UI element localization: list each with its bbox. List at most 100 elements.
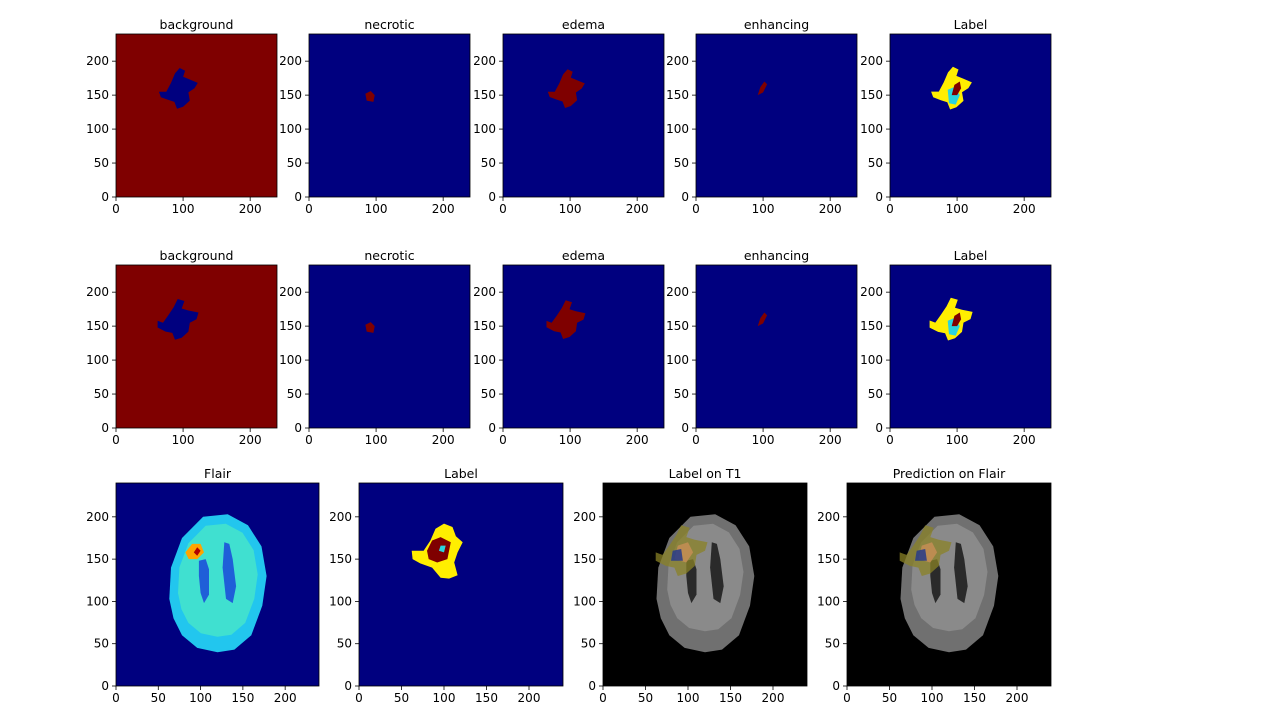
x-tick-label: 200 xyxy=(626,202,649,216)
label-necrotic xyxy=(427,537,451,563)
y-tick-label: 200 xyxy=(329,510,352,524)
label-edema xyxy=(929,297,973,341)
x-tick-label: 200 xyxy=(274,691,297,705)
y-tick-label: 200 xyxy=(279,54,302,68)
panel-labelbig: Label 0 50 100 150 200 0 50 100 150 200 xyxy=(329,466,564,705)
label-necrotic xyxy=(951,312,962,327)
x-tick-label: 0 xyxy=(499,202,507,216)
y-tick-label: 100 xyxy=(860,122,883,136)
y-tick-label: 150 xyxy=(86,319,109,333)
y-tick-label: 0 xyxy=(875,421,883,435)
axes-frame xyxy=(308,264,471,429)
axes-frame xyxy=(846,482,1052,687)
x-tick-label: 100 xyxy=(365,433,388,447)
y-tick-label: 100 xyxy=(860,353,883,367)
y-tick-label: 200 xyxy=(860,285,883,299)
x-tick-label: 100 xyxy=(189,691,212,705)
panel-enhancing: enhancing 0 50 100 150 200 0 100 200 xyxy=(666,248,858,447)
x-tick-label: 50 xyxy=(638,691,653,705)
y-tick-label: 200 xyxy=(86,54,109,68)
y-tick-label: 0 xyxy=(681,190,689,204)
panel-title: enhancing xyxy=(744,248,809,263)
panel-title: Label xyxy=(444,466,478,481)
panel-flair: Flair 0 50 100 150 200 0 50 100 150 200 xyxy=(86,466,320,705)
panel-t1label: Label on T1 0 50 100 150 200 0 50 100 150 200 xyxy=(573,466,808,705)
panel-title: Label xyxy=(954,248,988,263)
x-tick-label: 200 xyxy=(432,202,455,216)
panel-title: background xyxy=(160,248,234,263)
x-tick-label: 100 xyxy=(559,433,582,447)
x-tick-label: 100 xyxy=(946,433,969,447)
panel-title: Flair xyxy=(204,466,232,481)
y-tick-label: 0 xyxy=(832,679,840,693)
x-tick-label: 100 xyxy=(677,691,700,705)
x-tick-label: 200 xyxy=(819,433,842,447)
overlay-enhancing xyxy=(671,549,683,561)
axes-frame xyxy=(308,33,471,198)
x-tick-label: 150 xyxy=(475,691,498,705)
x-tick-label: 100 xyxy=(433,691,456,705)
x-tick-label: 0 xyxy=(499,433,507,447)
label-necrotic xyxy=(951,81,962,96)
y-tick-label: 150 xyxy=(666,319,689,333)
x-tick-label: 0 xyxy=(112,433,120,447)
ventricle-right xyxy=(954,542,968,604)
x-tick-label: 100 xyxy=(365,202,388,216)
y-tick-label: 0 xyxy=(488,421,496,435)
y-tick-label: 0 xyxy=(344,679,352,693)
x-tick-label: 100 xyxy=(559,202,582,216)
y-tick-label: 150 xyxy=(86,552,109,566)
panel-edema: edema 0 50 100 150 200 0 100 200 xyxy=(473,17,665,216)
y-tick-label: 150 xyxy=(860,319,883,333)
y-tick-label: 200 xyxy=(86,510,109,524)
y-tick-label: 200 xyxy=(666,285,689,299)
y-tick-label: 50 xyxy=(287,387,302,401)
image-area xyxy=(503,34,664,197)
y-tick-label: 100 xyxy=(473,353,496,367)
y-tick-label: 200 xyxy=(573,510,596,524)
y-tick-label: 200 xyxy=(666,54,689,68)
y-tick-label: 150 xyxy=(666,88,689,102)
y-tick-label: 200 xyxy=(860,54,883,68)
y-tick-label: 150 xyxy=(573,552,596,566)
y-tick-label: 150 xyxy=(473,319,496,333)
y-tick-label: 100 xyxy=(666,353,689,367)
panel-edema: edema 0 50 100 150 200 0 100 200 xyxy=(473,248,665,447)
y-tick-label: 0 xyxy=(101,190,109,204)
panel-title: Label on T1 xyxy=(669,466,742,481)
y-tick-label: 0 xyxy=(294,190,302,204)
y-tick-label: 150 xyxy=(86,88,109,102)
image-area xyxy=(696,265,857,428)
x-tick-label: 50 xyxy=(151,691,166,705)
y-tick-label: 0 xyxy=(681,421,689,435)
x-tick-label: 200 xyxy=(1013,202,1036,216)
ventricle-left xyxy=(198,559,209,604)
x-tick-label: 0 xyxy=(112,202,120,216)
label-edema xyxy=(931,66,972,110)
x-tick-label: 0 xyxy=(886,202,894,216)
y-tick-label: 200 xyxy=(473,285,496,299)
y-tick-label: 0 xyxy=(101,679,109,693)
x-tick-label: 150 xyxy=(963,691,986,705)
necrotic-region xyxy=(365,322,375,333)
ventricle-right xyxy=(710,542,724,604)
panel-background: background 0 50 100 150 200 0 100 200 xyxy=(86,248,278,447)
y-tick-label: 100 xyxy=(86,122,109,136)
x-tick-label: 200 xyxy=(239,202,262,216)
image-area xyxy=(359,483,563,686)
tumor-mask xyxy=(157,299,199,340)
x-tick-label: 200 xyxy=(1006,691,1029,705)
panel-title: edema xyxy=(562,17,605,32)
image-area xyxy=(503,265,664,428)
x-tick-label: 0 xyxy=(843,691,851,705)
y-tick-label: 0 xyxy=(294,421,302,435)
y-tick-label: 0 xyxy=(875,190,883,204)
y-tick-label: 100 xyxy=(86,353,109,367)
axes-frame xyxy=(695,264,858,429)
tumor-mask xyxy=(158,68,198,109)
y-tick-label: 50 xyxy=(337,637,352,651)
x-tick-label: 0 xyxy=(886,433,894,447)
overlay-enhancing xyxy=(915,549,927,561)
label-enhancing xyxy=(438,545,446,553)
image-area xyxy=(890,265,1051,428)
